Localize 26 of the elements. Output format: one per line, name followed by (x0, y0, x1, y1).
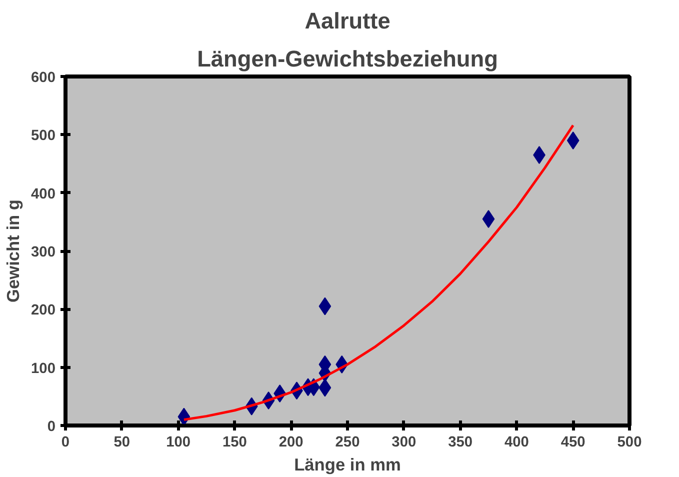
x-tick-label: 500 (617, 434, 642, 450)
y-tick-label: 500 (31, 128, 56, 144)
point (566, 131, 580, 150)
x-axis-title: Länge in mm (294, 454, 401, 474)
y-tick-label: 0 (47, 419, 56, 435)
point (318, 297, 332, 316)
x-tick-label: 350 (448, 434, 473, 450)
y-tick-label: 100 (31, 360, 56, 377)
y-tick-label: 300 (31, 244, 56, 260)
y-axis-title: Gewicht in g (3, 199, 24, 303)
y-tick-label: 200 (31, 302, 56, 319)
chart-title: Aalrutte (304, 8, 390, 34)
point (482, 210, 495, 228)
x-tick-label: 450 (560, 434, 586, 450)
y-tick-label: 600 (31, 70, 56, 86)
y-tick-label: 400 (31, 186, 56, 202)
x-tick-label: 200 (278, 434, 304, 450)
x-tick-label: 400 (504, 434, 529, 450)
x-tick-label: 300 (392, 434, 416, 450)
x-tick-label: 150 (222, 434, 247, 450)
x-tick-label: 0 (61, 434, 70, 450)
x-tick-label: 50 (114, 434, 130, 450)
x-tick-label: 100 (166, 434, 191, 450)
point (318, 378, 332, 397)
chart-subtitle: Längen-Gewichtsbeziehung (197, 46, 498, 72)
x-tick-label: 250 (335, 434, 360, 450)
